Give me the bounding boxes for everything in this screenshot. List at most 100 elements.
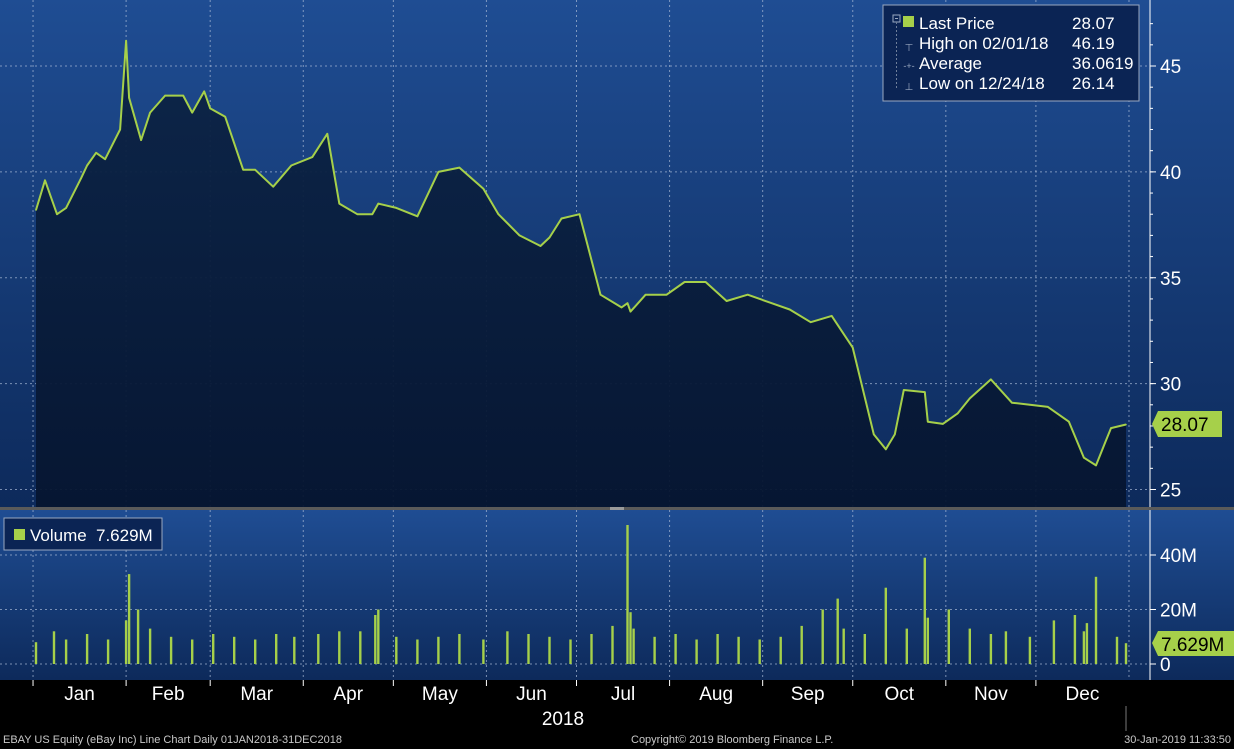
price-point [128, 97, 130, 99]
legend-label-high: High on 02/01/18 [919, 34, 1049, 53]
volume-bar [127, 574, 131, 664]
low-marker-icon: ⊥ [905, 82, 914, 93]
volume-bar [590, 634, 593, 664]
footer-copyright: Copyright© 2019 Bloomberg Finance L.P. [631, 734, 834, 746]
price-point [56, 213, 58, 215]
price-point [969, 397, 971, 400]
volume-bar [233, 636, 236, 665]
price-point [788, 308, 791, 311]
volume-bar [169, 636, 173, 665]
price-point [482, 188, 485, 190]
average-marker-icon: -+- [903, 61, 914, 71]
price-point [518, 234, 521, 237]
volume-bar [416, 639, 419, 664]
volume-bar [1085, 623, 1089, 664]
legend-label-average: Average [919, 54, 982, 73]
volume-bar [85, 634, 89, 664]
volume-bar [800, 625, 803, 664]
volume-bar [374, 615, 377, 664]
price-point [290, 164, 293, 167]
price-point [903, 389, 905, 391]
price-point [104, 158, 106, 160]
price-point [1104, 442, 1106, 444]
price-point [957, 412, 959, 415]
x-axis-year-label: 2018 [542, 709, 584, 730]
price-point [873, 433, 875, 436]
price-point [356, 213, 359, 215]
last-volume-label-text: 7.629M [1161, 635, 1224, 656]
price-point [86, 164, 88, 167]
volume-bar [1094, 576, 1098, 664]
volume-legend-value: 7.629M [96, 526, 153, 545]
x-axis: Jan Feb Mar Apr May Jun Jul Aug Sep Oct Nov Dec [32, 680, 1099, 705]
volume-bar [437, 636, 440, 665]
price-point [629, 310, 632, 313]
x-tick-label-sep: Sep [791, 684, 825, 705]
price-point [578, 213, 581, 215]
x-tick-label-oct: Oct [885, 684, 915, 705]
volume-bar [737, 636, 740, 665]
xaxis-band [0, 680, 1234, 731]
panel-divider-grip[interactable] [610, 507, 624, 510]
volume-bar [34, 642, 38, 664]
volume-bar [527, 634, 530, 664]
legend-value-low: 26.14 [1072, 74, 1115, 93]
volume-bar [482, 639, 485, 664]
volume-legend-label: Volume [30, 526, 87, 545]
volume-bar [377, 609, 380, 664]
price-tick-label: 25 [1160, 481, 1181, 502]
volume-bar [1028, 636, 1032, 665]
price-tick-label: 30 [1160, 375, 1181, 396]
price-point [770, 302, 773, 305]
volume-bar [905, 628, 908, 664]
price-point [620, 306, 623, 309]
volume-bar [695, 639, 698, 664]
volume-bar [458, 634, 461, 664]
volume-tick-label: 40M [1160, 546, 1197, 567]
price-point [416, 215, 419, 218]
x-tick-label-apr: Apr [334, 684, 364, 705]
volume-bar [674, 634, 677, 664]
price-point [95, 152, 97, 154]
volume-bar [758, 639, 761, 664]
price-point [990, 378, 992, 381]
volume-bar [569, 639, 572, 664]
price-point [942, 423, 944, 425]
price-point [885, 448, 887, 451]
volume-tick-label: 20M [1160, 601, 1197, 622]
price-point [1011, 401, 1013, 404]
legend-label-last-price: Last Price [919, 14, 995, 33]
volume-bar [1082, 631, 1086, 664]
price-point [311, 156, 314, 158]
volume-bar [626, 525, 629, 664]
volume-bar [548, 636, 551, 665]
price-point [497, 213, 500, 215]
volume-series [34, 525, 1128, 665]
price-point [182, 94, 184, 97]
volume-bar [136, 609, 140, 664]
price-point [665, 293, 668, 296]
price-axis-ticks: 25 30 35 40 45 [1150, 23, 1181, 502]
legend-value-high: 46.19 [1072, 34, 1115, 53]
price-point [1095, 464, 1097, 467]
x-tick-label-jul: Jul [611, 684, 635, 705]
price-point [254, 169, 256, 171]
price-point [119, 128, 121, 131]
volume-bar [779, 636, 782, 665]
volume-legend[interactable]: Volume 7.629M [3, 517, 163, 551]
x-tick-label-aug: Aug [699, 684, 733, 705]
price-point [203, 90, 205, 93]
price-tick-label: 40 [1160, 163, 1181, 184]
volume-bar [1052, 620, 1056, 664]
price-point [377, 202, 380, 205]
high-marker-icon: ⊤ [905, 43, 914, 54]
price-point [725, 300, 728, 302]
price-point [1083, 456, 1085, 459]
volume-bar [395, 636, 398, 665]
footer: EBAY US Equity (eBay Inc) Line Chart Dai… [0, 731, 1234, 749]
volume-bar [968, 628, 971, 664]
price-legend[interactable]: ⊤ -+- ⊥ Last Price 28.07 High on 02/01/1… [882, 4, 1140, 102]
volume-bar [1124, 643, 1128, 664]
price-point [644, 293, 647, 296]
